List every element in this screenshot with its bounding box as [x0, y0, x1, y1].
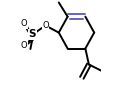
Text: O: O [42, 21, 48, 30]
Text: O: O [21, 19, 27, 28]
Text: S: S [28, 29, 36, 39]
Text: O: O [21, 40, 27, 50]
